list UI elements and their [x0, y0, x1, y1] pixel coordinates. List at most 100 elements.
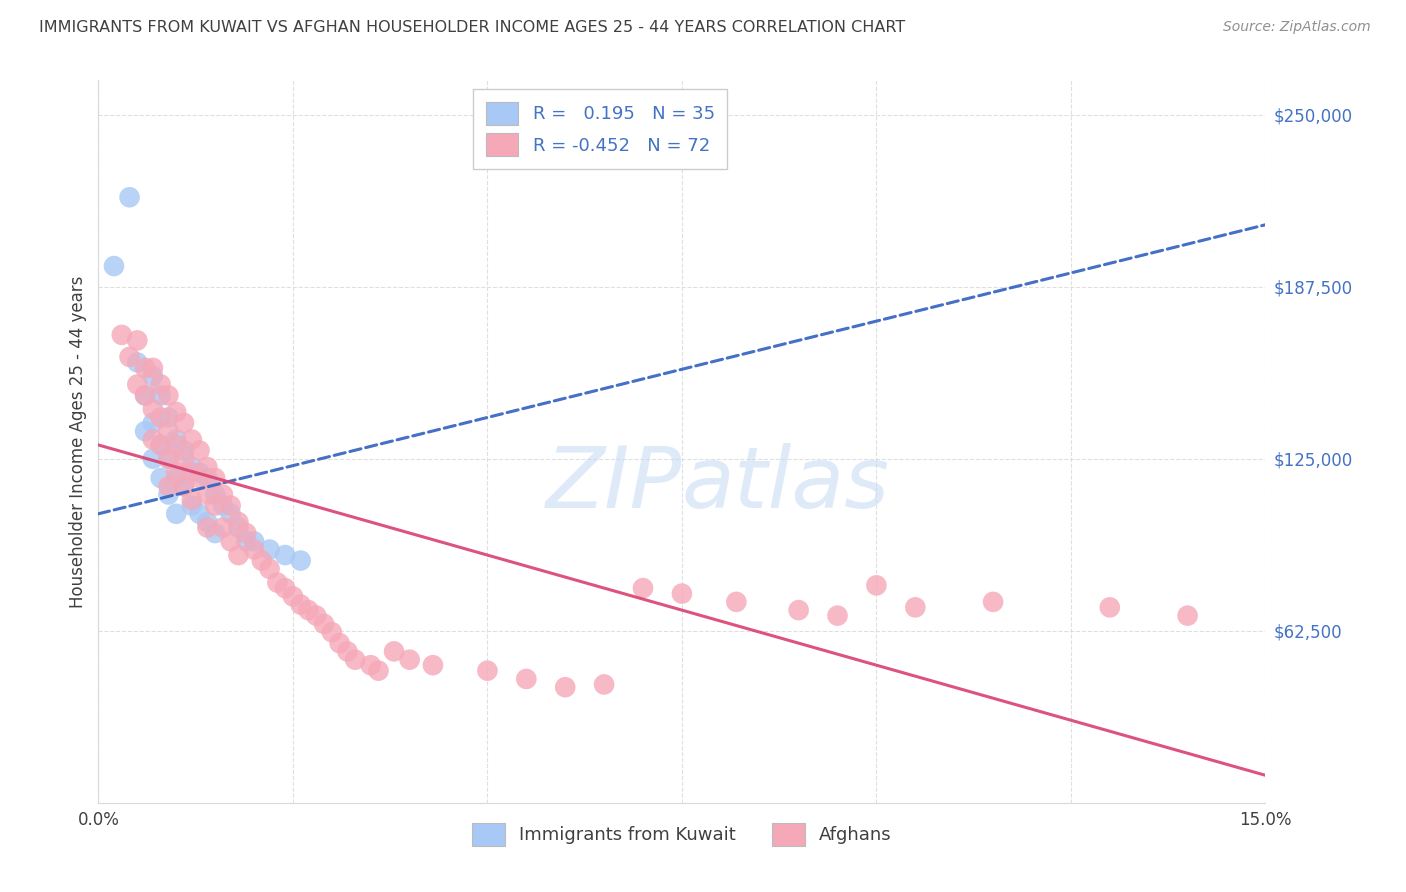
- Point: [904, 600, 927, 615]
- Point: [142, 451, 165, 466]
- Point: [593, 677, 616, 691]
- Point: [180, 493, 202, 508]
- Point: [157, 479, 180, 493]
- Point: [195, 515, 218, 529]
- Point: [173, 451, 195, 466]
- Point: [243, 542, 266, 557]
- Point: [1098, 600, 1121, 615]
- Point: [290, 553, 312, 567]
- Point: [259, 542, 281, 557]
- Point: [142, 433, 165, 447]
- Point: [118, 350, 141, 364]
- Point: [981, 595, 1004, 609]
- Point: [149, 410, 172, 425]
- Point: [554, 680, 576, 694]
- Point: [367, 664, 389, 678]
- Y-axis label: Householder Income Ages 25 - 44 years: Householder Income Ages 25 - 44 years: [69, 276, 87, 607]
- Point: [336, 644, 359, 658]
- Point: [204, 526, 226, 541]
- Point: [188, 471, 211, 485]
- Point: [149, 438, 172, 452]
- Point: [103, 259, 125, 273]
- Point: [228, 515, 250, 529]
- Point: [149, 438, 172, 452]
- Point: [195, 460, 218, 475]
- Point: [180, 460, 202, 475]
- Point: [180, 466, 202, 480]
- Point: [235, 534, 257, 549]
- Point: [422, 658, 444, 673]
- Point: [165, 507, 187, 521]
- Point: [127, 377, 149, 392]
- Point: [219, 499, 242, 513]
- Point: [212, 487, 235, 501]
- Point: [157, 451, 180, 466]
- Point: [173, 443, 195, 458]
- Point: [149, 377, 172, 392]
- Point: [297, 603, 319, 617]
- Point: [671, 586, 693, 600]
- Point: [173, 416, 195, 430]
- Point: [127, 334, 149, 348]
- Point: [281, 590, 304, 604]
- Point: [274, 581, 297, 595]
- Point: [188, 507, 211, 521]
- Point: [290, 598, 312, 612]
- Point: [266, 575, 288, 590]
- Point: [157, 410, 180, 425]
- Point: [243, 534, 266, 549]
- Point: [477, 664, 499, 678]
- Point: [165, 471, 187, 485]
- Point: [195, 471, 218, 485]
- Point: [274, 548, 297, 562]
- Text: IMMIGRANTS FROM KUWAIT VS AFGHAN HOUSEHOLDER INCOME AGES 25 - 44 YEARS CORRELATI: IMMIGRANTS FROM KUWAIT VS AFGHAN HOUSEHO…: [39, 20, 905, 35]
- Point: [235, 526, 257, 541]
- Point: [827, 608, 849, 623]
- Point: [157, 424, 180, 438]
- Point: [228, 548, 250, 562]
- Legend: Immigrants from Kuwait, Afghans: Immigrants from Kuwait, Afghans: [460, 810, 904, 859]
- Point: [259, 562, 281, 576]
- Point: [212, 499, 235, 513]
- Point: [305, 608, 328, 623]
- Point: [212, 520, 235, 534]
- Point: [149, 388, 172, 402]
- Point: [165, 433, 187, 447]
- Point: [165, 438, 187, 452]
- Point: [127, 355, 149, 369]
- Point: [1177, 608, 1199, 623]
- Point: [118, 190, 141, 204]
- Point: [195, 487, 218, 501]
- Point: [398, 653, 420, 667]
- Point: [165, 405, 187, 419]
- Point: [787, 603, 810, 617]
- Point: [250, 553, 273, 567]
- Point: [111, 327, 134, 342]
- Point: [180, 499, 202, 513]
- Point: [865, 578, 887, 592]
- Point: [134, 388, 156, 402]
- Point: [188, 466, 211, 480]
- Point: [725, 595, 748, 609]
- Point: [382, 644, 405, 658]
- Point: [157, 388, 180, 402]
- Point: [142, 360, 165, 375]
- Point: [142, 416, 165, 430]
- Point: [204, 471, 226, 485]
- Point: [631, 581, 654, 595]
- Point: [134, 360, 156, 375]
- Point: [180, 433, 202, 447]
- Point: [219, 507, 242, 521]
- Point: [344, 653, 367, 667]
- Point: [173, 479, 195, 493]
- Point: [142, 402, 165, 417]
- Point: [321, 625, 343, 640]
- Point: [157, 487, 180, 501]
- Point: [134, 424, 156, 438]
- Point: [195, 520, 218, 534]
- Point: [149, 471, 172, 485]
- Point: [329, 636, 352, 650]
- Point: [360, 658, 382, 673]
- Point: [188, 443, 211, 458]
- Point: [173, 479, 195, 493]
